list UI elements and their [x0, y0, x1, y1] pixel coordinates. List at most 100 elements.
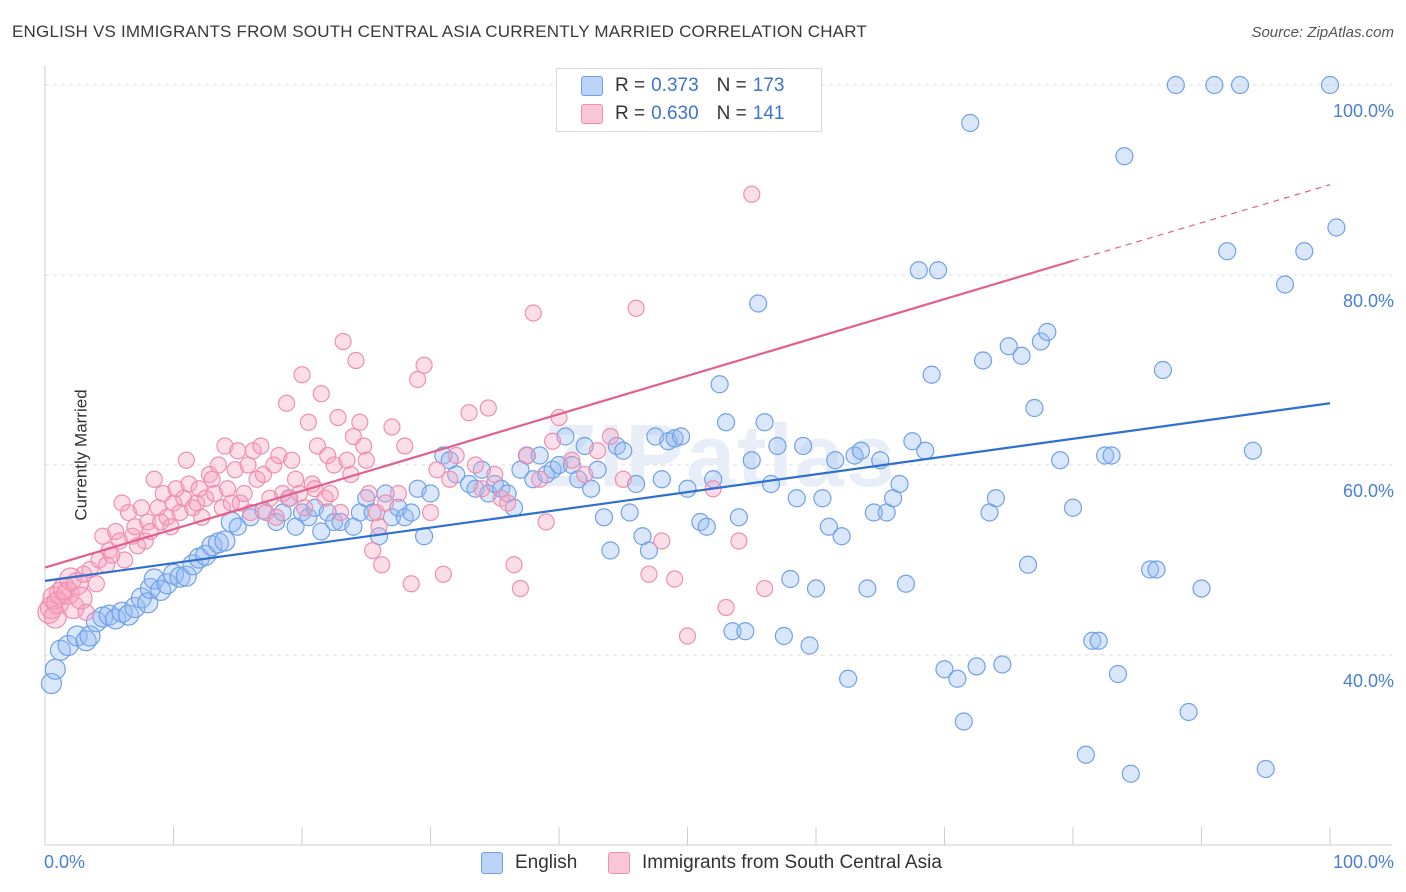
english-point	[922, 365, 941, 384]
english-point	[858, 579, 877, 598]
legend-r-value: 0.630	[651, 103, 699, 124]
immigrants-point	[499, 494, 517, 512]
immigrants-point	[730, 532, 748, 550]
immigrants-point	[94, 527, 112, 545]
immigrants-point	[158, 508, 176, 526]
legend-swatch-english	[481, 852, 503, 874]
axes	[44, 66, 1392, 846]
immigrants-point	[319, 446, 337, 465]
english-point	[639, 541, 659, 560]
immigrants-point	[338, 451, 356, 469]
english-point	[299, 508, 318, 527]
english-point	[1218, 242, 1237, 261]
legend-n-value: 141	[752, 103, 785, 124]
english-point	[1230, 75, 1250, 95]
legend-r-label: R =	[615, 103, 646, 124]
immigrants-point	[588, 442, 607, 460]
english-point	[549, 455, 569, 475]
english-point	[575, 436, 594, 456]
immigrants-point	[132, 499, 150, 517]
immigrants-point	[653, 532, 671, 550]
immigrants-point	[576, 465, 594, 484]
immigrants-point	[441, 470, 459, 488]
english-point	[749, 294, 768, 313]
immigrants-point	[218, 480, 237, 498]
english-point	[890, 474, 909, 494]
immigrants-point	[69, 586, 93, 610]
series-legend: English Immigrants from South Central As…	[0, 852, 1406, 878]
immigrants-point	[177, 451, 195, 469]
immigrants-point	[524, 304, 542, 322]
immigrants-point	[402, 575, 420, 593]
immigrants-point	[531, 470, 549, 488]
english-point	[363, 503, 382, 522]
english-point	[1327, 218, 1346, 237]
immigrants-point	[197, 489, 215, 507]
x-tick-label-min: 0.0%	[44, 852, 86, 872]
english-point	[736, 622, 755, 641]
immigrants-point	[87, 575, 106, 593]
immigrants-point	[283, 451, 301, 469]
immigrants-point	[164, 494, 183, 512]
immigrants-point	[209, 456, 228, 474]
immigrants-point	[351, 413, 369, 431]
legend-n-label: N =	[716, 103, 747, 124]
immigrants-point	[312, 385, 330, 403]
english-point	[697, 517, 716, 536]
english-point	[105, 608, 127, 630]
immigrants-point	[518, 446, 536, 465]
immigrants-point	[252, 437, 270, 455]
english-point	[1115, 147, 1134, 166]
immigrants-point	[640, 565, 658, 583]
english-point	[781, 569, 800, 589]
english-point	[318, 503, 337, 522]
english-point	[588, 460, 607, 479]
immigrants-trend-line	[44, 259, 1074, 569]
immigrants-point	[77, 603, 95, 621]
english-point	[710, 375, 729, 394]
english-point	[402, 503, 421, 522]
immigrants-point	[396, 437, 414, 455]
immigrants-point	[321, 484, 339, 503]
immigrants-point	[239, 456, 257, 474]
immigrants-point	[334, 332, 352, 351]
english-point	[665, 429, 684, 448]
english-point	[723, 622, 742, 641]
english-point	[1243, 441, 1263, 460]
english-trend-line	[44, 402, 1331, 582]
english-point	[729, 508, 749, 527]
immigrants-point	[316, 489, 334, 507]
english-point	[851, 441, 871, 460]
english-point	[1083, 631, 1102, 650]
immigrants-point	[563, 451, 581, 469]
english-point	[1102, 446, 1121, 465]
legend-item-english[interactable]: English	[481, 852, 577, 874]
immigrants-point	[171, 503, 189, 522]
english-point	[1166, 75, 1185, 95]
english-point	[961, 113, 980, 133]
immigrants-point	[116, 551, 134, 569]
english-point	[582, 479, 601, 498]
immigrants-point	[434, 565, 452, 583]
legend-item-immigrants[interactable]: Immigrants from South Central Asia	[608, 852, 942, 874]
legend-label-english: English	[515, 852, 578, 873]
grid-lines	[45, 84, 1392, 656]
english-point	[98, 604, 120, 626]
english-point	[928, 261, 948, 280]
english-point	[44, 658, 66, 680]
english-point	[1205, 75, 1224, 95]
immigrants-point	[46, 591, 70, 615]
english-point	[1153, 360, 1173, 380]
english-point	[1063, 498, 1083, 517]
stats-legend: R = 0.373 N = 173 R = 0.630 N = 141	[556, 68, 822, 132]
legend-swatch-english	[581, 76, 603, 96]
immigrants-point	[428, 461, 446, 479]
immigrants-point	[107, 522, 125, 541]
immigrants-point	[325, 456, 343, 474]
english-point	[1018, 555, 1038, 574]
immigrants-trend-extension	[1072, 184, 1331, 262]
immigrants-point	[265, 456, 283, 474]
immigrants-point	[355, 437, 373, 455]
immigrants-point	[389, 484, 407, 503]
